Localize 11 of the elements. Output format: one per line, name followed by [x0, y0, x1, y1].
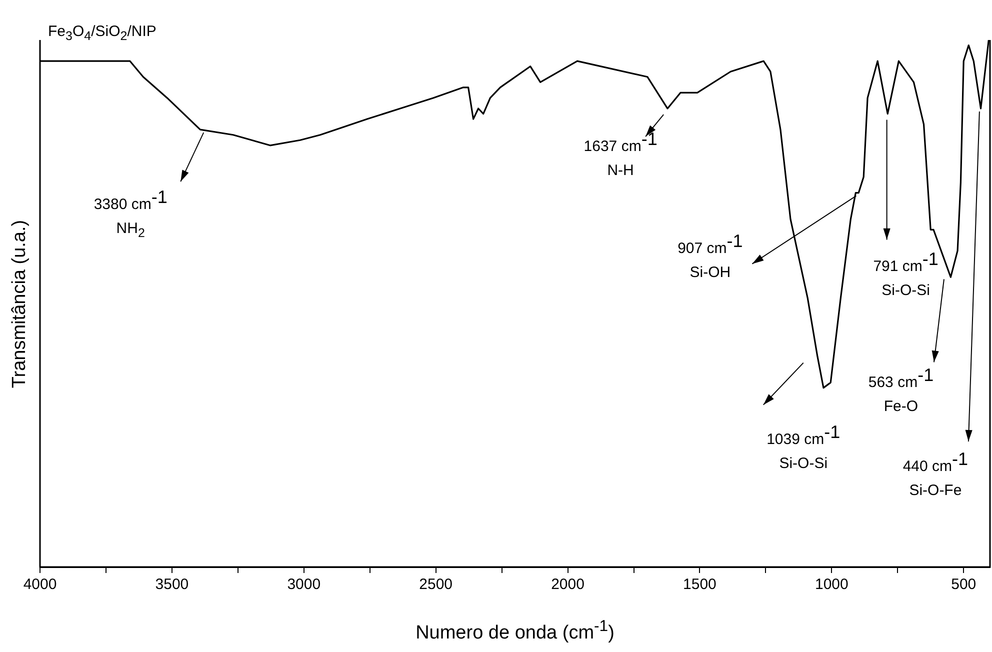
x-tick-label: 3500	[155, 576, 189, 594]
x-tick-label: 3000	[287, 576, 321, 594]
x-tick-label: 2000	[551, 576, 584, 594]
x-tick-label: 2500	[419, 576, 453, 594]
x-tick-label: 1500	[683, 576, 716, 594]
x-tick-label: 500	[951, 576, 976, 594]
x-tick-label: 4000	[23, 576, 57, 594]
y-axis-title: Transmitância (u.a.)	[9, 219, 31, 388]
x-tick-label: 1000	[814, 576, 848, 594]
x-axis-title: Numero de onda (cm$^{-1}$)	[416, 618, 614, 644]
chart-title: Fe$_{3}$O$_{4}$/SiO$_{2}$/NIP	[48, 23, 156, 43]
